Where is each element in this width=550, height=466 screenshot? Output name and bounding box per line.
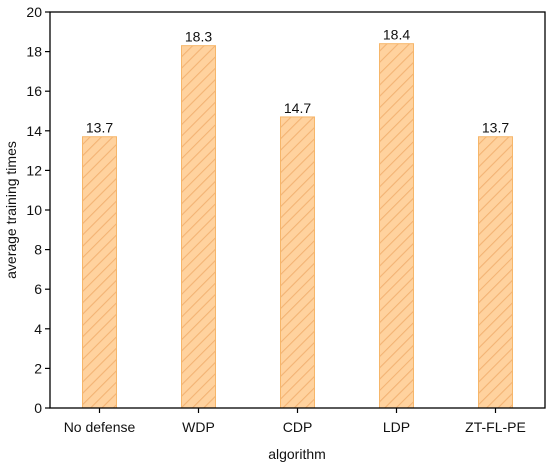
x-axis-ticks: No defense WDP CDP LDP ZT-FL-PE <box>64 408 526 435</box>
x-tick-label: LDP <box>383 419 410 435</box>
y-tick-label: 10 <box>26 202 42 218</box>
data-label: 13.7 <box>86 120 113 136</box>
data-label: 14.7 <box>284 100 311 116</box>
y-tick-label: 2 <box>34 360 42 376</box>
bar-zt-fl-pe <box>478 136 513 409</box>
y-tick-label: 18 <box>26 44 42 60</box>
y-axis-title: average training times <box>3 141 19 279</box>
y-tick-label: 8 <box>34 242 42 258</box>
data-label: 18.4 <box>383 27 410 43</box>
data-label: 18.3 <box>185 29 212 45</box>
axes-group: 0 2 4 6 8 10 12 14 16 18 20 No defense WDP CDP LDP ZT-… <box>26 4 546 435</box>
y-tick-label: 0 <box>34 400 42 416</box>
y-tick-label: 14 <box>26 123 42 139</box>
bar-wdp <box>181 45 216 409</box>
y-axis-ticks: 0 2 4 6 8 10 12 14 16 18 20 <box>26 4 50 416</box>
data-labels-group: 13.7 18.3 14.7 18.4 13.7 <box>86 27 509 136</box>
bar-cdp <box>280 116 315 409</box>
y-tick-label: 4 <box>34 321 42 337</box>
bar-no-defense <box>82 136 117 409</box>
data-label: 13.7 <box>482 120 509 136</box>
y-tick-label: 12 <box>26 162 42 178</box>
y-tick-label: 16 <box>26 83 42 99</box>
y-tick-label: 20 <box>26 4 42 20</box>
bars-group <box>82 43 513 409</box>
x-axis-title: algorithm <box>268 446 326 462</box>
bar-ldp <box>379 43 414 409</box>
x-tick-label: CDP <box>283 419 313 435</box>
y-tick-label: 6 <box>34 281 42 297</box>
x-tick-label: No defense <box>64 419 136 435</box>
x-tick-label: WDP <box>182 419 215 435</box>
x-tick-label: ZT-FL-PE <box>465 419 526 435</box>
